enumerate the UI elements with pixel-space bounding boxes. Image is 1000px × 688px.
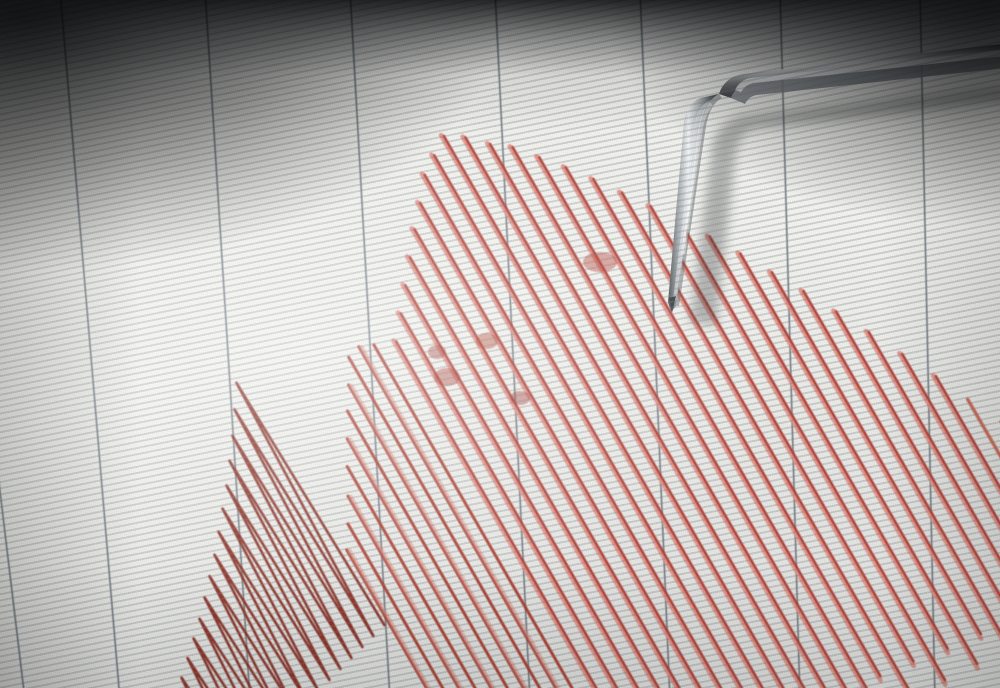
ink-blob (510, 391, 530, 405)
ink-blob (583, 252, 617, 272)
ink-blob (476, 333, 498, 349)
ink-blob (434, 368, 460, 386)
ink-blob (428, 345, 446, 359)
